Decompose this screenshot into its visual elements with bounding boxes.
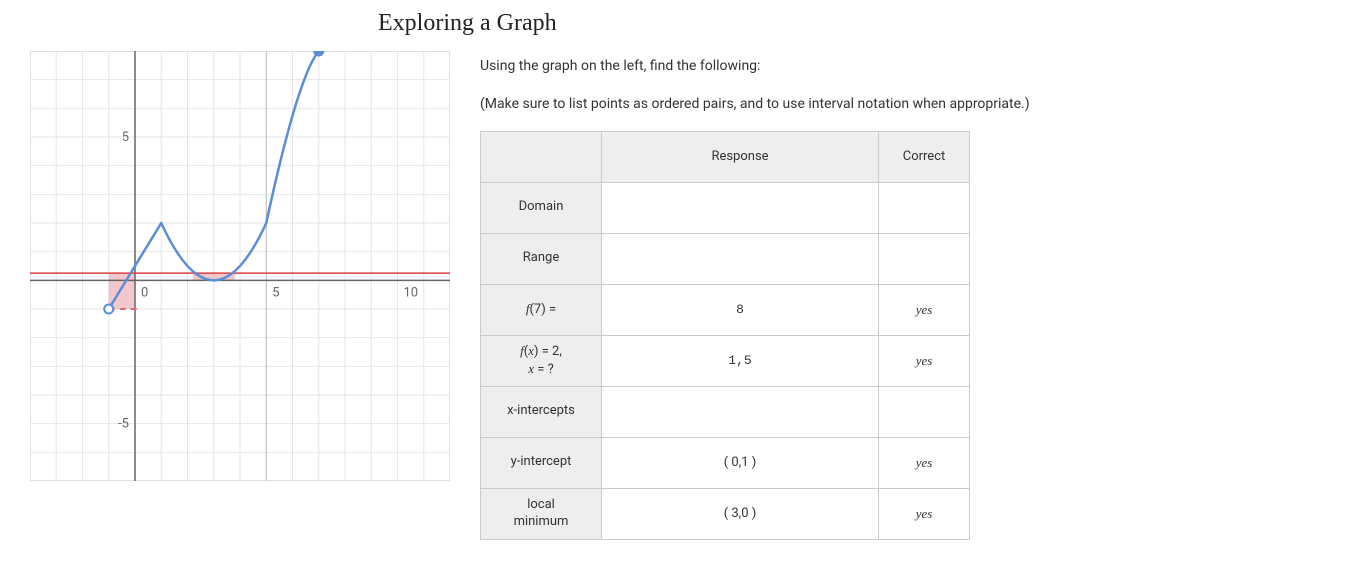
response-cell: ( 3,0 ) (602, 488, 879, 539)
response-cell: 8 (602, 284, 879, 335)
svg-text:0: 0 (141, 285, 148, 300)
svg-text:-5: -5 (118, 417, 129, 432)
row-label: y-intercept (481, 437, 602, 488)
row-label: x-intercepts (481, 386, 602, 437)
row-label: f(x) = 2,x = ? (481, 335, 602, 386)
correct-cell: yes (879, 437, 970, 488)
svg-text:5: 5 (272, 285, 279, 300)
col-blank (481, 131, 602, 182)
response-cell: ( 0,1 ) (602, 437, 879, 488)
row-label: f(7) = (481, 284, 602, 335)
correct-cell (879, 386, 970, 437)
svg-text:5: 5 (122, 130, 129, 145)
instructions-1: Using the graph on the left, find the fo… (480, 55, 1325, 79)
graph-panel: 0 5 10 5 -5 (0, 51, 480, 481)
correct-cell: yes (879, 335, 970, 386)
function-graph: 0 5 10 5 -5 (30, 51, 450, 481)
table-row: f(x) = 2,x = ?1,5yes (481, 335, 970, 386)
response-cell (602, 233, 879, 284)
table-row: localminimum( 3,0 )yes (481, 488, 970, 539)
row-label: Range (481, 233, 602, 284)
row-label: localminimum (481, 488, 602, 539)
response-cell: 1,5 (602, 335, 879, 386)
correct-cell (879, 233, 970, 284)
row-label: Domain (481, 182, 602, 233)
correct-cell (879, 182, 970, 233)
instructions-2: (Make sure to list points as ordered pai… (480, 93, 1325, 117)
table-row: f(7) =8yes (481, 284, 970, 335)
page-title: Exploring a Graph (378, 10, 1365, 37)
correct-cell: yes (879, 284, 970, 335)
table-row: Domain (481, 182, 970, 233)
col-response: Response (602, 131, 879, 182)
response-cell (602, 182, 879, 233)
table-row: Range (481, 233, 970, 284)
table-row: y-intercept( 0,1 )yes (481, 437, 970, 488)
table-row: x-intercepts (481, 386, 970, 437)
correct-cell: yes (879, 488, 970, 539)
answers-table: Response Correct DomainRangef(7) =8yesf(… (480, 131, 970, 540)
response-cell (602, 386, 879, 437)
svg-text:10: 10 (404, 285, 419, 300)
col-correct: Correct (879, 131, 970, 182)
